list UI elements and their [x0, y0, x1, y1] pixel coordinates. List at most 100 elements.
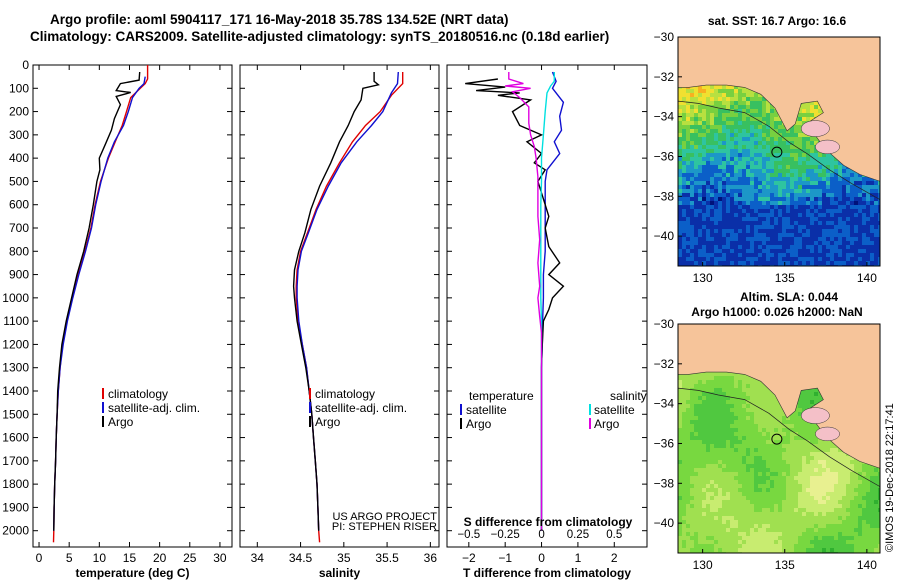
map-cell — [858, 201, 862, 205]
map-cell — [706, 249, 710, 253]
map-cell — [826, 452, 830, 456]
map-cell — [754, 456, 758, 460]
map-cell — [726, 392, 730, 396]
map-cell — [690, 376, 694, 380]
map-cell — [770, 129, 774, 133]
map-cell — [846, 193, 850, 197]
map-cell — [730, 261, 734, 265]
map-cell — [802, 225, 806, 229]
map-cell — [802, 105, 806, 109]
map-cell — [750, 141, 754, 145]
map-cell — [706, 412, 710, 416]
map-cell — [822, 480, 826, 484]
map-cell — [698, 376, 702, 380]
map-cell — [838, 456, 842, 460]
map-cell — [810, 237, 814, 241]
map-cell — [694, 153, 698, 157]
map-cell — [798, 149, 802, 153]
map-cell — [778, 149, 782, 153]
map-cell — [706, 129, 710, 133]
map-cell — [746, 392, 750, 396]
map-cell — [722, 117, 726, 121]
map-cell — [766, 117, 770, 121]
map-cell — [678, 444, 682, 448]
map-cell — [726, 432, 730, 436]
map-cell — [802, 209, 806, 213]
map-cell — [818, 205, 822, 209]
map-cell — [706, 404, 710, 408]
map-cell — [746, 257, 750, 261]
map-cell — [850, 193, 854, 197]
map-cell — [718, 225, 722, 229]
map-cell — [698, 237, 702, 241]
map-cell — [734, 233, 738, 237]
map-cell — [782, 456, 786, 460]
map-cell — [782, 420, 786, 424]
map-cell — [750, 380, 754, 384]
map-cell — [762, 249, 766, 253]
map-cell — [722, 201, 726, 205]
map-cell — [774, 476, 778, 480]
map-cell — [742, 452, 746, 456]
map-cell — [682, 460, 686, 464]
map-cell — [754, 416, 758, 420]
map-cell — [750, 101, 754, 105]
map-cell — [714, 472, 718, 476]
map-cell — [778, 165, 782, 169]
map-cell — [722, 241, 726, 245]
map-cell — [734, 193, 738, 197]
map-cell — [746, 213, 750, 217]
map-cell — [810, 113, 814, 117]
map-cell — [698, 177, 702, 181]
map-cell — [698, 384, 702, 388]
map-cell — [818, 444, 822, 448]
map-cell — [758, 173, 762, 177]
map-cell — [686, 149, 690, 153]
map-cell — [686, 253, 690, 257]
map-cell — [814, 253, 818, 257]
map-cell — [746, 408, 750, 412]
map-cell — [690, 137, 694, 141]
map-cell — [698, 133, 702, 137]
map-cell — [814, 468, 818, 472]
map-cell — [714, 428, 718, 432]
map-cell — [778, 241, 782, 245]
map-cell — [706, 137, 710, 141]
map-cell — [850, 221, 854, 225]
map-cell — [766, 129, 770, 133]
map-cell — [678, 480, 682, 484]
map-cell — [686, 89, 690, 93]
map-cell — [730, 197, 734, 201]
map-cell — [706, 113, 710, 117]
map-cell — [818, 396, 822, 400]
map-cell — [754, 261, 758, 265]
map-cell — [686, 237, 690, 241]
map-cell — [818, 109, 822, 113]
map-cell — [762, 125, 766, 129]
map-cell — [730, 241, 734, 245]
map-cell — [726, 476, 730, 480]
map-cell — [714, 121, 718, 125]
map-cell — [814, 436, 818, 440]
map-cell — [734, 460, 738, 464]
map-cell — [722, 249, 726, 253]
map-cell — [778, 125, 782, 129]
map-cell — [726, 133, 730, 137]
map-cell — [698, 153, 702, 157]
map-cell — [774, 480, 778, 484]
map-cell — [850, 197, 854, 201]
map-cell — [754, 97, 758, 101]
map-cell — [730, 201, 734, 205]
map-cell — [778, 245, 782, 249]
map-cell — [782, 141, 786, 145]
map-cell — [758, 157, 762, 161]
map-cell — [830, 472, 834, 476]
map-cell — [710, 177, 714, 181]
map-cell — [762, 109, 766, 113]
map-cell — [874, 201, 878, 205]
map-cell — [706, 193, 710, 197]
map-cell — [722, 101, 726, 105]
map-cell — [778, 221, 782, 225]
map-cell — [798, 217, 802, 221]
map-cell — [758, 253, 762, 257]
